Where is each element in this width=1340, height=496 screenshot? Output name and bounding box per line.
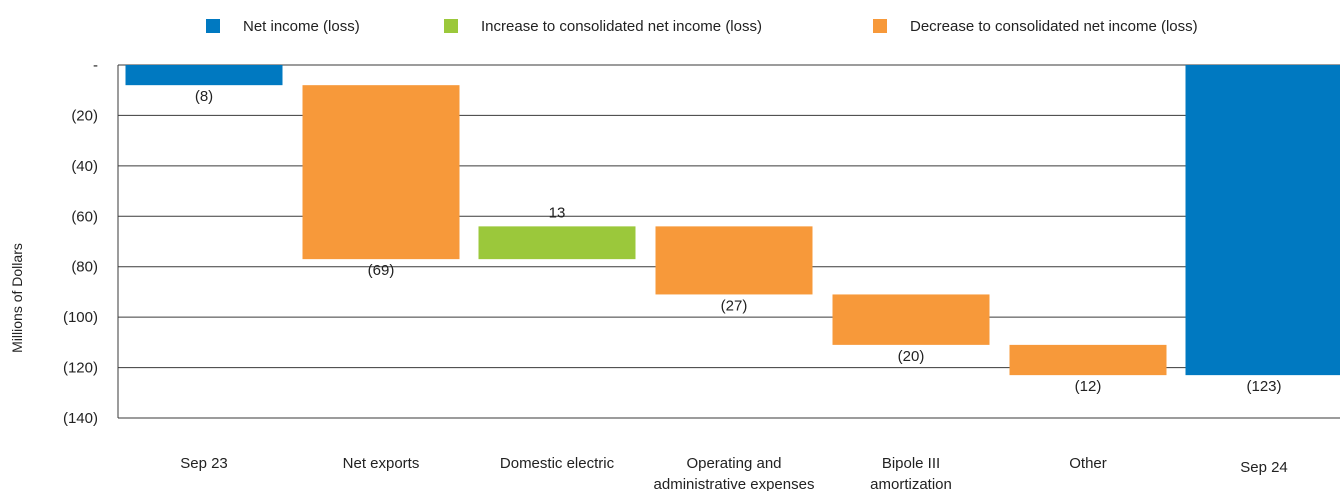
x-tick-label-3-0: Operating and <box>686 455 781 472</box>
y-tick-label-1: (20) <box>71 107 98 124</box>
y-tick-label-7: (140) <box>63 410 98 427</box>
y-tick-label-5: (100) <box>63 309 98 326</box>
y-tick-label-0: - <box>93 57 98 74</box>
bar-6 <box>1186 65 1340 375</box>
y-axis-label: Millions of Dollars <box>9 243 25 353</box>
x-tick-label-1-0: Net exports <box>343 455 420 472</box>
data-label-4: (20) <box>898 348 925 365</box>
legend-label-net: Net income (loss) <box>243 18 360 35</box>
x-tick-label-3-1: administrative expenses <box>654 476 815 491</box>
y-tick-label-3: (60) <box>71 208 98 225</box>
data-label-0: (8) <box>195 88 213 105</box>
data-label-6: (123) <box>1246 378 1281 395</box>
x-tick-label-0-0: Sep 23 <box>180 455 228 472</box>
y-tick-label-6: (120) <box>63 360 98 377</box>
bar-2 <box>479 226 636 259</box>
legend-swatch-decrease <box>873 19 887 33</box>
y-tick-label-2: (40) <box>71 158 98 175</box>
legend-label-increase: Increase to consolidated net income (los… <box>481 18 762 35</box>
x-tick-label-6-0: Sep 24 <box>1240 459 1288 476</box>
bar-0 <box>126 65 283 85</box>
data-label-5: (12) <box>1075 378 1102 395</box>
x-tick-label-2-0: Domestic electric <box>500 455 615 472</box>
y-tick-label-4: (80) <box>71 259 98 276</box>
data-label-3: (27) <box>721 297 748 314</box>
bar-3 <box>656 226 813 294</box>
data-label-2: 13 <box>549 204 566 221</box>
data-label-1: (69) <box>368 262 395 279</box>
legend-swatch-net <box>206 19 220 33</box>
legend-label-decrease: Decrease to consolidated net income (los… <box>910 18 1198 35</box>
bar-4 <box>833 294 990 344</box>
bar-5 <box>1010 345 1167 375</box>
bar-1 <box>303 85 460 259</box>
x-tick-label-5-0: Other <box>1069 455 1107 472</box>
x-tick-label-4-1: amortization <box>870 476 952 491</box>
x-tick-label-4-0: Bipole III <box>882 455 940 472</box>
legend-swatch-increase <box>444 19 458 33</box>
